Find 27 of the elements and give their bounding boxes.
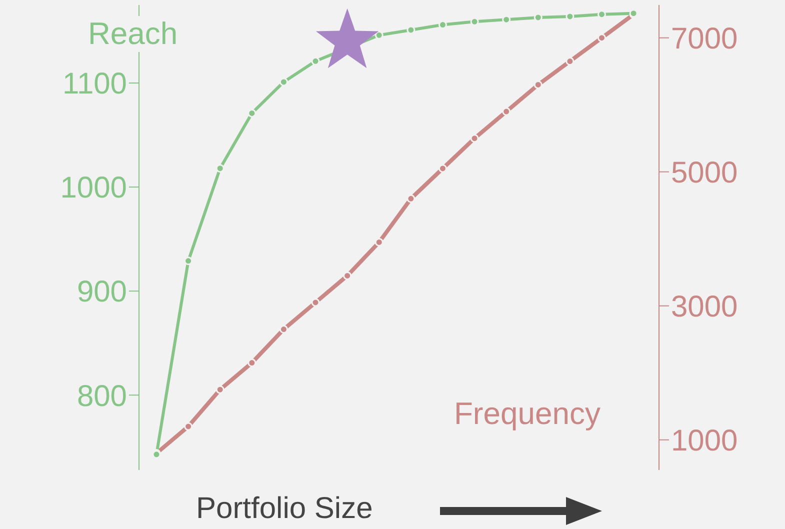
- point: [248, 358, 256, 368]
- point: [406, 194, 416, 203]
- point: [311, 298, 320, 307]
- point: [248, 108, 256, 118]
- y-tick-label: 800: [76, 380, 127, 413]
- point: [216, 385, 224, 394]
- y2-tick-label: 1000: [671, 424, 738, 458]
- y-tick-label: 1000: [60, 172, 127, 205]
- y2-tick-label: 3000: [671, 290, 738, 324]
- point: [598, 34, 606, 42]
- point: [343, 271, 352, 280]
- point: [438, 164, 447, 173]
- point: [184, 422, 193, 431]
- y2-axis-title: Frequency: [454, 396, 600, 432]
- point: [374, 238, 384, 246]
- y-tick-label: 900: [76, 276, 127, 309]
- point: [279, 78, 288, 86]
- point: [566, 57, 574, 66]
- point: [502, 107, 511, 116]
- y2-tick-label: 5000: [671, 156, 738, 190]
- point: [470, 134, 479, 143]
- point: [279, 325, 288, 334]
- y-tick-label: 1100: [62, 68, 127, 101]
- x-axis-title: Portfolio Size: [196, 492, 373, 526]
- y2-tick-label: 7000: [671, 22, 738, 56]
- point: [534, 80, 542, 89]
- y-axis-title: Reach: [88, 16, 178, 52]
